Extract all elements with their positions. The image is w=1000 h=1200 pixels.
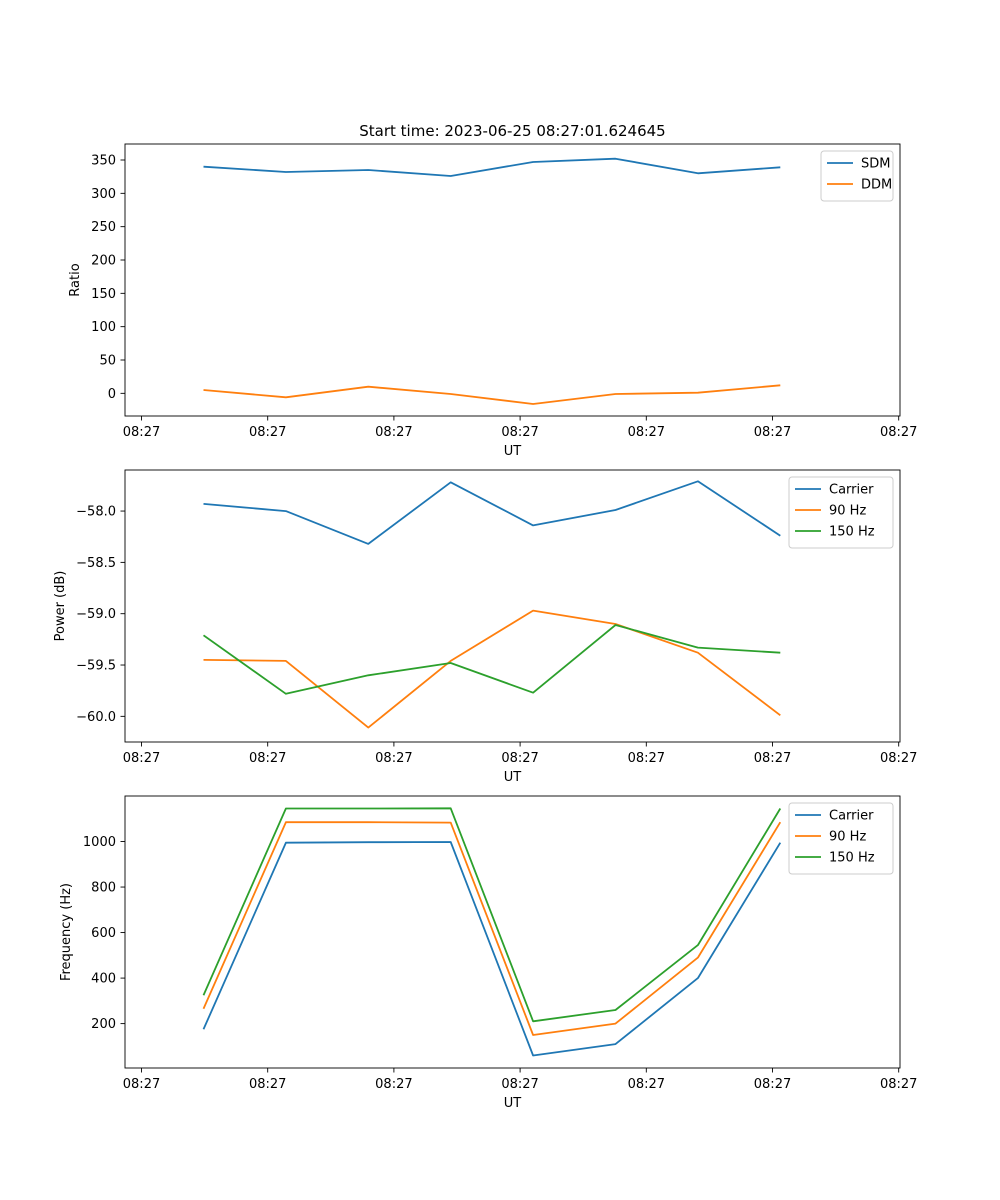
- y-tick-label: 1000: [83, 835, 116, 850]
- y-tick-label: 800: [91, 881, 116, 896]
- legend-label: 90 Hz: [829, 504, 866, 519]
- series-line-carrier: [202, 841, 782, 1057]
- y-axis-label: Frequency (Hz): [59, 883, 74, 981]
- chart-panel-2: 08:2708:2708:2708:2708:2708:2708:2708:28…: [53, 469, 917, 785]
- legend-label: 150 Hz: [829, 851, 875, 866]
- y-axis-label: Ratio: [68, 263, 83, 296]
- y-tick-label: 400: [91, 972, 116, 987]
- plot-frame: [124, 795, 901, 1069]
- legend: Carrier 90 Hz 150 Hz: [788, 476, 894, 549]
- y-tick-label: 600: [91, 926, 116, 941]
- x-axis-label: UT: [504, 770, 522, 785]
- x-tick-label: 08:27: [249, 425, 286, 440]
- x-tick-label: 08:27: [880, 1077, 917, 1092]
- x-tick-label: 08:27: [375, 425, 412, 440]
- legend-label: Carrier: [829, 483, 874, 498]
- x-tick-label: 08:27: [501, 1077, 538, 1092]
- y-axis-label: Power (dB): [53, 571, 68, 642]
- y-tick-label: 100: [91, 320, 116, 335]
- x-tick-label: 08:27: [123, 425, 160, 440]
- x-tick-label: 08:27: [628, 1077, 665, 1092]
- chart-panel-1: 08:2708:2708:2708:2708:2708:2708:2708:28…: [68, 143, 917, 459]
- series-line-carrier: [203, 480, 781, 545]
- chart-panel-3: 08:2708:2708:2708:2708:2708:2708:2708:28…: [59, 795, 917, 1111]
- x-axis-label: UT: [504, 1096, 522, 1111]
- x-tick-label: 08:27: [123, 751, 160, 766]
- panels: 08:2708:2708:2708:2708:2708:2708:2708:28…: [53, 143, 917, 1111]
- y-tick-label: −59.0: [76, 607, 116, 622]
- x-tick-label: 08:27: [754, 1077, 791, 1092]
- x-tick-label: 08:27: [501, 751, 538, 766]
- y-tick-label: −60.0: [76, 710, 116, 725]
- x-tick-label: 08:27: [880, 425, 917, 440]
- series-line-sdm: [203, 157, 781, 177]
- series-line-150-hz: [202, 624, 781, 695]
- series-line-ddm: [203, 384, 781, 405]
- x-tick-label: 08:27: [501, 425, 538, 440]
- y-tick-label: 200: [91, 254, 116, 269]
- legend-label: 90 Hz: [829, 830, 866, 845]
- y-tick-label: 150: [91, 287, 116, 302]
- legend-label: DDM: [861, 178, 892, 193]
- x-tick-label: 08:27: [754, 751, 791, 766]
- series-line-150-hz: [202, 807, 782, 1023]
- x-tick-label: 08:27: [628, 751, 665, 766]
- y-tick-label: −58.5: [76, 556, 116, 571]
- y-tick-label: 300: [91, 187, 116, 202]
- x-tick-label: 08:27: [754, 425, 791, 440]
- plot-frame: [124, 143, 901, 417]
- y-tick-label: 350: [91, 154, 116, 169]
- legend: SDM DDM: [820, 150, 894, 202]
- legend-label: Carrier: [829, 809, 874, 824]
- series-line-90-hz: [203, 609, 781, 729]
- figure-title: Start time: 2023-06-25 08:27:01.624645: [359, 122, 665, 140]
- legend-label: 150 Hz: [829, 525, 875, 540]
- x-tick-label: 08:27: [880, 751, 917, 766]
- y-tick-label: −59.5: [76, 659, 116, 674]
- x-tick-label: 08:27: [375, 1077, 412, 1092]
- series-line-90-hz: [202, 821, 782, 1036]
- legend-label: SDM: [861, 157, 890, 172]
- y-tick-label: 0: [108, 387, 116, 402]
- x-tick-label: 08:27: [628, 425, 665, 440]
- x-axis-label: UT: [504, 444, 522, 459]
- y-tick-label: 200: [91, 1017, 116, 1032]
- legend: Carrier 90 Hz 150 Hz: [788, 802, 894, 875]
- plot-frame: [124, 469, 901, 743]
- y-tick-label: −58.0: [76, 505, 116, 520]
- x-tick-label: 08:27: [375, 751, 412, 766]
- x-tick-label: 08:27: [249, 751, 286, 766]
- x-tick-label: 08:27: [249, 1077, 286, 1092]
- x-tick-label: 08:27: [123, 1077, 160, 1092]
- y-tick-label: 250: [91, 220, 116, 235]
- y-tick-label: 50: [99, 354, 116, 369]
